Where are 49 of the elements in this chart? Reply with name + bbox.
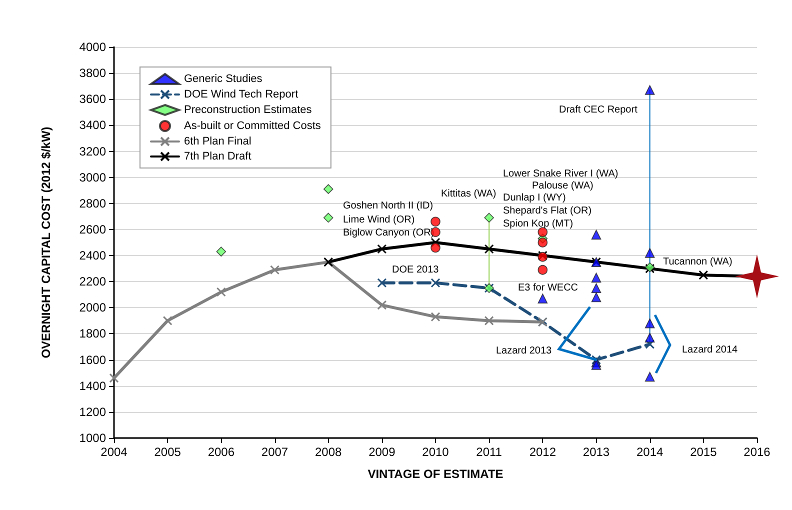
annotation: Palouse (WA) xyxy=(532,180,594,192)
x-tick-label: 2016 xyxy=(744,445,771,459)
y-tick-label: 1200 xyxy=(79,404,106,419)
x-tick-label: 2011 xyxy=(476,445,502,459)
y-tick-label: 3400 xyxy=(79,118,106,132)
annotation: Draft CEC Report xyxy=(559,104,638,116)
x-axis-title: VINTAGE OF ESTIMATE xyxy=(368,467,504,481)
x-tick-label: 2007 xyxy=(261,445,288,459)
x-tick-label: 2005 xyxy=(154,445,182,459)
y-tick-label: 2800 xyxy=(79,196,106,210)
y-tick-label: 1400 xyxy=(79,378,106,393)
annotation: Spion Kop (MT) xyxy=(503,218,574,230)
y-tick-label: 1800 xyxy=(79,326,106,341)
legend-label: 6th Plan Final xyxy=(184,136,252,148)
annotation: Goshen North II (ID) xyxy=(343,200,434,212)
y-tick-label: 2200 xyxy=(79,274,106,289)
annotation: Kittitas (WA) xyxy=(441,188,496,200)
x-tick-label: 2010 xyxy=(422,445,450,459)
x-tick-label: 2013 xyxy=(582,445,610,459)
annotation: Lower Snake River I (WA) xyxy=(503,168,618,180)
y-axis-title: OVERNIGHT CAPITAL COST (2012 $/kW) xyxy=(39,126,53,358)
y-tick-label: 4000 xyxy=(79,40,106,54)
y-tick-label: 3000 xyxy=(79,170,106,184)
annotation: Lazard 2013 xyxy=(496,346,552,356)
y-tick-label: 3200 xyxy=(79,144,106,158)
y-tick-label: 2000 xyxy=(79,300,106,315)
y-tick-label: 3800 xyxy=(79,66,106,80)
legend-label: As-built or Committed Costs xyxy=(184,120,322,132)
y-tick-label: 1600 xyxy=(79,352,106,367)
legend-label: 7th Plan Draft xyxy=(184,150,252,162)
annotation: E3 for WECC xyxy=(518,282,578,294)
x-tick-label: 2009 xyxy=(368,445,396,459)
y-tick-label: 2400 xyxy=(79,248,106,263)
annotation: Dunlap I (WY) xyxy=(503,192,566,204)
x-tick-label: 2006 xyxy=(208,445,235,459)
annotation: Shepard's Flat (OR) xyxy=(503,206,592,216)
y-tick-label: 1000 xyxy=(79,431,106,445)
legend-label: Preconstruction Estimates xyxy=(184,104,312,116)
x-tick-label: 2008 xyxy=(314,445,342,459)
x-tick-label: 2015 xyxy=(690,445,718,459)
x-tick-label: 2014 xyxy=(636,445,664,459)
x-tick-label: 2004 xyxy=(100,445,128,459)
y-tick-label: 2600 xyxy=(79,222,106,236)
legend-label: DOE Wind Tech Report xyxy=(184,88,298,100)
x-tick-label: 2012 xyxy=(529,445,556,459)
y-tick-label: 3600 xyxy=(79,92,106,106)
annotation: Lazard 2014 xyxy=(682,344,738,356)
legend-label: Generic Studies xyxy=(184,73,263,85)
annotation: Lime Wind (OR) xyxy=(343,214,415,226)
